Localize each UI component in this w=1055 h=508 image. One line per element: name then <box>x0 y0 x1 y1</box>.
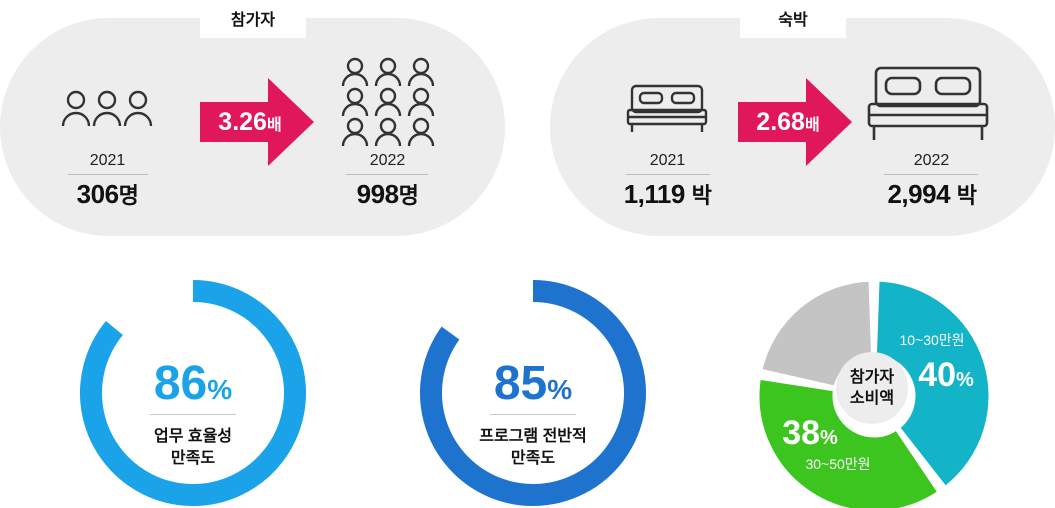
lodging-tab: 숙박 <box>740 4 846 38</box>
participants-unit-2022: 명 <box>398 183 419 208</box>
participants-divider-2021 <box>68 174 148 175</box>
work-efficiency-label-line2: 만족도 <box>170 450 216 467</box>
pie-slice-0 <box>873 278 992 490</box>
lodging-count-2022: 2,994 <box>887 179 951 209</box>
participants-unit-2021: 명 <box>118 183 139 208</box>
slice-percent-10-30: 40 <box>918 356 957 394</box>
spending-pie-chart <box>756 278 992 508</box>
participants-year-2022: 2022 <box>369 152 406 169</box>
work-efficiency-percent: 86% <box>118 360 268 408</box>
participants-growth-arrow <box>200 78 314 166</box>
work-efficiency-label: 업무 효율성 만족도 <box>118 426 268 470</box>
work-efficiency-percent-value: 86 <box>153 357 208 410</box>
program-label-line2: 만족도 <box>510 450 556 467</box>
crowd-of-people-icon <box>341 57 435 147</box>
participants-value-2022: 998명 <box>330 178 445 210</box>
program-label: 프로그램 전반적 만족도 <box>458 426 608 470</box>
participants-multiplier: 3.26배 <box>200 102 300 146</box>
group-of-three-people-icon <box>61 90 153 127</box>
work-efficiency-percent-symbol: % <box>207 374 233 405</box>
lodging-value-2022: 2,994 박 <box>862 178 1002 210</box>
work-efficiency-label-line1: 업무 효율성 <box>153 428 233 445</box>
pie-center-line1: 참가자 <box>849 369 895 386</box>
participants-multiplier-value: 3.26 <box>218 108 267 136</box>
pie-center-line2: 소비액 <box>849 390 895 407</box>
participants-value-2021: 306명 <box>50 178 165 210</box>
small-bed-icon <box>626 84 708 132</box>
lodging-divider-2022 <box>884 174 978 175</box>
lodging-multiplier-unit: 배 <box>804 117 820 134</box>
lodging-multiplier-value: 2.68 <box>756 108 805 136</box>
program-divider <box>490 414 576 415</box>
work-efficiency-satisfaction-ring <box>80 280 306 506</box>
lodging-unit-2021: 박 <box>691 183 712 208</box>
lodging-growth-arrow <box>738 78 852 166</box>
large-bed-icon <box>867 66 989 140</box>
slice-value-10-30: 40% <box>906 356 986 395</box>
participants-count-2021: 306 <box>76 179 119 209</box>
lodging-divider-2021 <box>626 174 710 175</box>
lodging-count-2021: 1,119 <box>623 179 686 209</box>
program-percent: 85% <box>458 360 608 408</box>
lodging-year-2022: 2022 <box>913 152 950 169</box>
lodging-multiplier: 2.68배 <box>738 102 838 146</box>
participants-multiplier-unit: 배 <box>266 117 282 134</box>
lodging-unit-2022: 박 <box>956 183 977 208</box>
pie-center-label: 참가자 소비액 <box>836 352 908 424</box>
program-percent-value: 85 <box>493 357 548 410</box>
slice-label-30-50: 30~50만원 <box>805 456 871 472</box>
participants-divider-2022 <box>346 174 428 175</box>
participants-count-2022: 998 <box>356 179 399 209</box>
program-percent-symbol: % <box>547 374 573 405</box>
program-label-line1: 프로그램 전반적 <box>479 428 587 445</box>
slice-value-30-50: 38% <box>770 414 850 453</box>
slice-percent-symbol-30-50: % <box>820 427 838 449</box>
work-efficiency-divider <box>150 414 236 415</box>
satisfaction-arc-0 <box>80 280 306 506</box>
lodging-year-2021: 2021 <box>649 152 686 169</box>
lodging-value-2021: 1,119 박 <box>600 178 735 210</box>
slice-percent-30-50: 38 <box>782 414 821 452</box>
satisfaction-arc-1 <box>420 280 646 506</box>
slice-label-10-30: 10~30만원 <box>899 332 965 348</box>
participants-year-2021: 2021 <box>89 152 126 169</box>
program-satisfaction-ring <box>420 280 646 506</box>
participants-tab: 참가자 <box>200 4 306 38</box>
slice-percent-symbol-10-30: % <box>956 369 974 391</box>
pie-slice-1 <box>756 376 941 508</box>
